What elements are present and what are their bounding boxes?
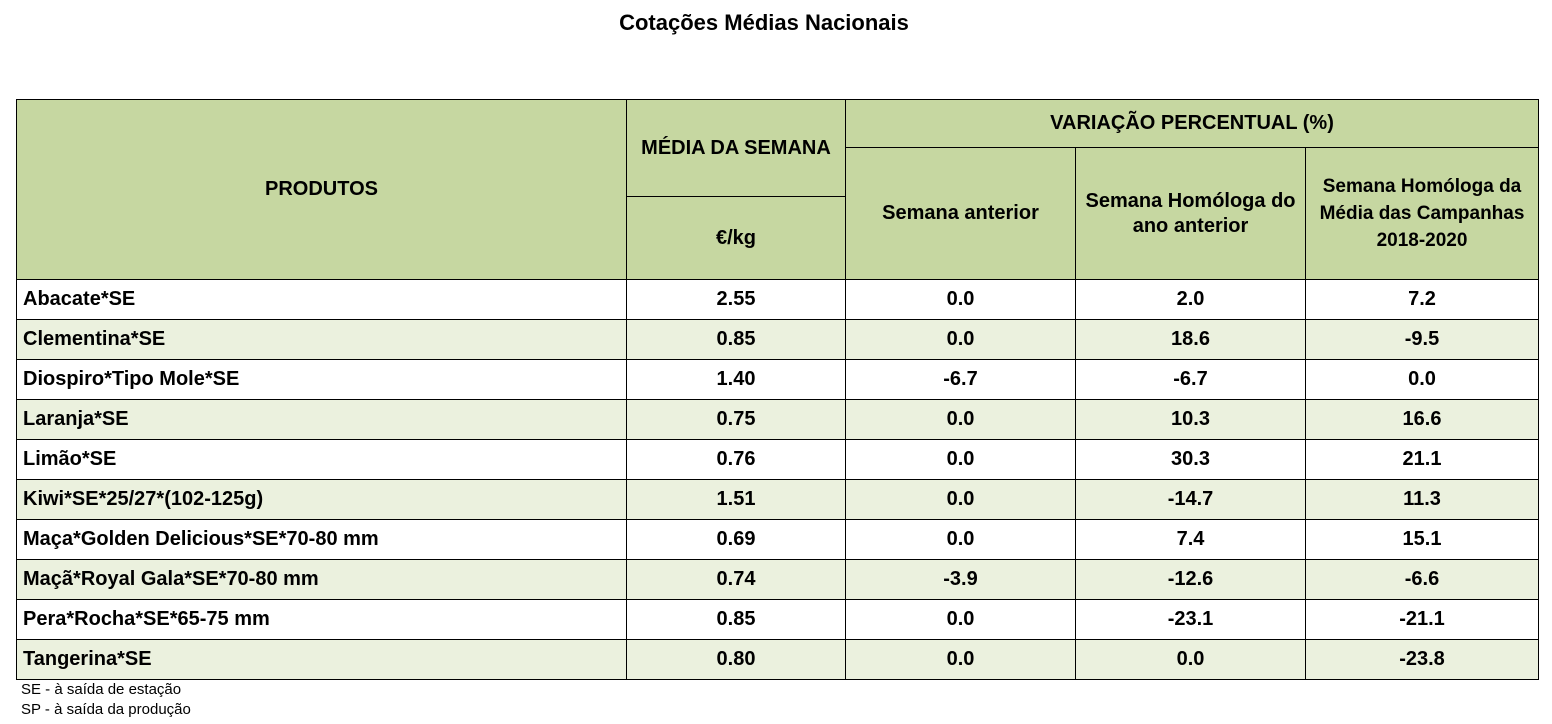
cell-homologa-campanhas: -6.6 [1305,559,1539,600]
cell-semana-anterior: 0.0 [845,399,1076,440]
cell-semana-anterior: 0.0 [845,439,1076,480]
cell-homologa-campanhas: -23.8 [1305,639,1539,680]
cell-media: 1.40 [626,359,846,400]
page-title: Cotações Médias Nacionais [619,10,909,35]
table-row: Clementina*SE 0.85 0.0 18.6 -9.5 [16,319,1539,360]
header-homologa-campanhas: Semana Homóloga da Média das Campanhas 2… [1305,147,1539,280]
cell-produto: Clementina*SE [16,319,627,360]
cell-produto: Laranja*SE [16,399,627,440]
table-row: Kiwi*SE*25/27*(102-125g) 1.51 0.0 -14.7 11.3 [16,479,1539,520]
table-row: Diospiro*Tipo Mole*SE 1.40 -6.7 -6.7 0.0 [16,359,1539,400]
cell-homologa-campanhas: -9.5 [1305,319,1539,360]
table-row: Laranja*SE 0.75 0.0 10.3 16.6 [16,399,1539,440]
header-produtos: PRODUTOS [16,99,627,280]
cell-homologa-ano-anterior: 18.6 [1075,319,1306,360]
cell-semana-anterior: 0.0 [845,319,1076,360]
cell-produto: Maça*Golden Delicious*SE*70-80 mm [16,519,627,560]
cell-homologa-campanhas: 11.3 [1305,479,1539,520]
cell-homologa-ano-anterior: -12.6 [1075,559,1306,600]
table-row: Pera*Rocha*SE*65-75 mm 0.85 0.0 -23.1 -21.1 [16,599,1539,640]
cell-media: 0.85 [626,319,846,360]
cell-homologa-campanhas: 15.1 [1305,519,1539,560]
cell-media: 0.85 [626,599,846,640]
cell-homologa-campanhas: 7.2 [1305,279,1539,320]
cell-produto: Limão*SE [16,439,627,480]
cell-semana-anterior: 0.0 [845,599,1076,640]
cell-semana-anterior: 0.0 [845,279,1076,320]
cell-produto: Diospiro*Tipo Mole*SE [16,359,627,400]
cell-produto: Maçã*Royal Gala*SE*70-80 mm [16,559,627,600]
header-homologa-ano-anterior: Semana Homóloga do ano anterior [1075,147,1306,280]
cell-media: 0.76 [626,439,846,480]
cell-homologa-campanhas: 0.0 [1305,359,1539,400]
cell-homologa-ano-anterior: -6.7 [1075,359,1306,400]
cell-media: 0.69 [626,519,846,560]
cell-produto: Tangerina*SE [16,639,627,680]
cell-semana-anterior: 0.0 [845,639,1076,680]
footnotes: SE - à saída de estação SP - à saída da … [21,680,191,720]
table-row: Tangerina*SE 0.80 0.0 0.0 -23.8 [16,639,1539,680]
table-row: Limão*SE 0.76 0.0 30.3 21.1 [16,439,1539,480]
cell-homologa-ano-anterior: 30.3 [1075,439,1306,480]
cell-media: 1.51 [626,479,846,520]
cell-produto: Kiwi*SE*25/27*(102-125g) [16,479,627,520]
cell-homologa-campanhas: 16.6 [1305,399,1539,440]
header-semana-anterior: Semana anterior [845,147,1076,280]
cell-homologa-ano-anterior: -14.7 [1075,479,1306,520]
footnote-se: SE - à saída de estação [21,681,182,698]
table-row: Maça*Golden Delicious*SE*70-80 mm 0.69 0.0… [16,519,1539,560]
cell-semana-anterior: 0.0 [845,519,1076,560]
header-unit: €/kg [626,196,846,280]
table-body: Abacate*SE 2.55 0.0 2.0 7.2 Clementina*SE 0.85… [16,279,1539,680]
footnote-sp: SP - à saída da produção [21,701,191,718]
cell-homologa-ano-anterior: 7.4 [1075,519,1306,560]
cell-media: 0.75 [626,399,846,440]
table-row: Maçã*Royal Gala*SE*70-80 mm 0.74 -3.9 -12.6… [16,559,1539,600]
cell-semana-anterior: -6.7 [845,359,1076,400]
cell-homologa-ano-anterior: 0.0 [1075,639,1306,680]
cell-homologa-campanhas: -21.1 [1305,599,1539,640]
cell-media: 2.55 [626,279,846,320]
cell-media: 0.80 [626,639,846,680]
cell-produto: Abacate*SE [16,279,627,320]
cell-semana-anterior: -3.9 [845,559,1076,600]
cell-homologa-ano-anterior: -23.1 [1075,599,1306,640]
cell-media: 0.74 [626,559,846,600]
header-variacao: VARIAÇÃO PERCENTUAL (%) [845,99,1539,148]
cell-homologa-ano-anterior: 10.3 [1075,399,1306,440]
cell-produto: Pera*Rocha*SE*65-75 mm [16,599,627,640]
cell-semana-anterior: 0.0 [845,479,1076,520]
cell-homologa-campanhas: 21.1 [1305,439,1539,480]
header-media-semana: MÉDIA DA SEMANA [626,99,846,197]
price-table: PRODUTOS MÉDIA DA SEMANA VARIAÇÃO PERCEN… [16,99,1539,680]
table-row: Abacate*SE 2.55 0.0 2.0 7.2 [16,279,1539,320]
cell-homologa-ano-anterior: 2.0 [1075,279,1306,320]
